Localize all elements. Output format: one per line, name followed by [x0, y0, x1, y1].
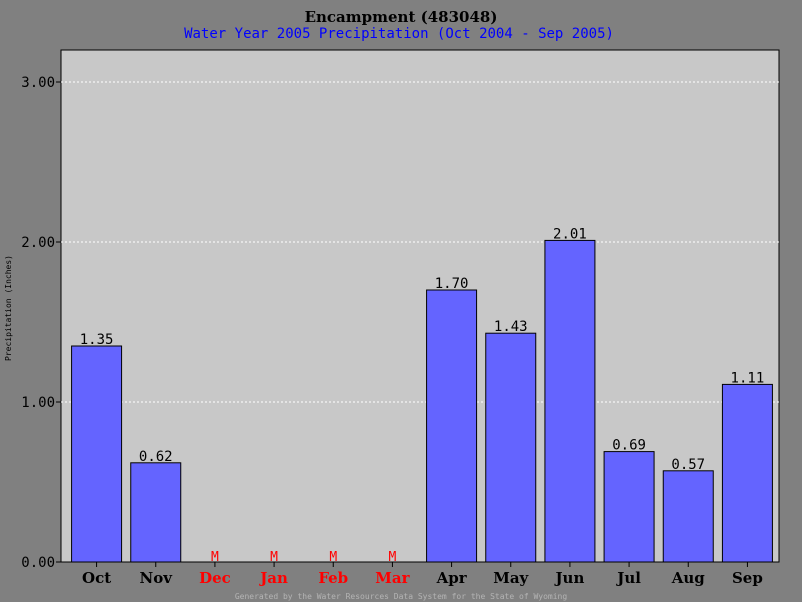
x-tick-label: Dec	[199, 569, 231, 587]
value-label: 1.70	[435, 276, 469, 292]
value-label: 0.57	[671, 457, 705, 473]
x-tick-label: Feb	[318, 569, 348, 587]
x-tick-label: Jul	[615, 569, 641, 587]
bar-jul	[603, 451, 655, 563]
x-tick-label: May	[493, 569, 529, 587]
value-label: 2.01	[553, 226, 587, 242]
chart-title: Encampment (483048)	[305, 8, 498, 26]
x-tick-label: Nov	[140, 569, 174, 587]
x-tick-label: Jan	[258, 569, 288, 587]
chart-subtitle: Water Year 2005 Precipitation (Oct 2004 …	[184, 26, 614, 42]
value-label: 1.35	[80, 332, 114, 348]
x-tick-label: Aug	[671, 569, 706, 587]
bar-jun	[544, 239, 596, 563]
x-tick-label: Oct	[82, 569, 111, 587]
y-tick-label: 0.00	[21, 555, 55, 571]
value-label: 1.43	[494, 319, 528, 335]
x-tick-label: Mar	[375, 569, 410, 587]
x-axis: Oct Nov Dec Jan Feb Mar Apr May Jun Jul Aug Sep	[82, 562, 763, 587]
bars: 1.35 0.62 M M M M 1.70 1.43 2.01 0.69 0.57 1.11	[71, 226, 773, 565]
value-label: 0.62	[139, 449, 173, 465]
bar-sep	[721, 383, 773, 563]
x-tick-label: Sep	[732, 569, 763, 587]
x-tick-label: Jun	[553, 569, 584, 587]
y-axis-label: Precipitation (Inches)	[4, 255, 13, 361]
value-label: 1.11	[731, 370, 765, 386]
missing-marker: M	[329, 550, 337, 565]
missing-marker: M	[211, 550, 219, 565]
y-tick-label: 2.00	[21, 235, 55, 251]
bar-apr	[426, 289, 478, 563]
x-tick-label: Apr	[436, 569, 468, 587]
y-axis: 0.00 1.00 2.00 3.00	[21, 75, 61, 571]
bar-oct	[71, 345, 123, 563]
bar-may	[485, 332, 537, 563]
missing-marker: M	[270, 550, 278, 565]
bar-aug	[662, 470, 714, 563]
bar-nov	[130, 462, 182, 563]
value-label: 0.69	[612, 438, 646, 454]
missing-marker: M	[389, 550, 397, 565]
footer-credit: Generated by the Water Resources Data Sy…	[235, 592, 568, 601]
y-tick-label: 3.00	[21, 75, 55, 91]
y-tick-label: 1.00	[21, 395, 55, 411]
